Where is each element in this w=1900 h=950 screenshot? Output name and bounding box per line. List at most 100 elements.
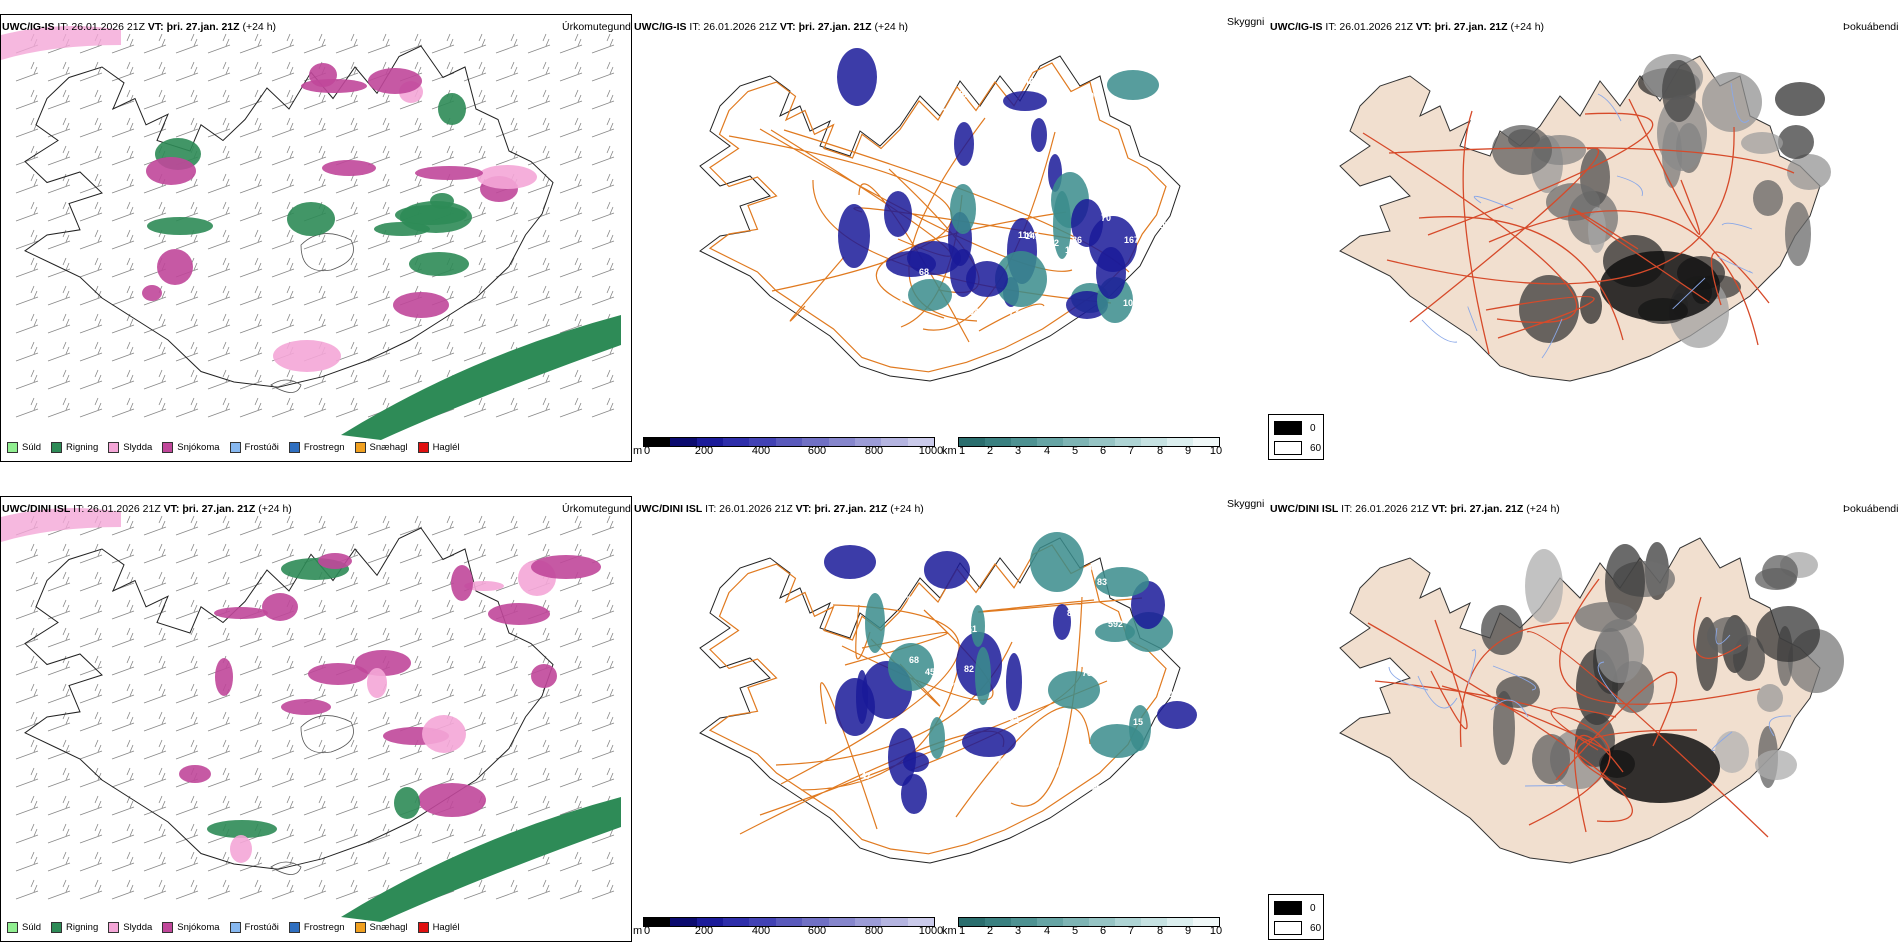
- wind-barb: [111, 823, 135, 844]
- wind-barb: [207, 257, 231, 278]
- wind-barb: [79, 795, 103, 816]
- wind-barb: [111, 627, 135, 648]
- wind-barb: [111, 655, 135, 676]
- low-cloud-area: [1090, 724, 1144, 758]
- wind-barb: [143, 655, 167, 676]
- colorbar-segment: [696, 918, 724, 926]
- cloud-base-label: 79: [906, 595, 917, 605]
- init-time: IT: 26.01.2026 21Z: [689, 21, 777, 33]
- wind-barb: [463, 285, 487, 306]
- wind-barb: [239, 739, 263, 760]
- wind-barb: [591, 89, 615, 110]
- wind-barb: [111, 767, 135, 788]
- precip-area: [393, 292, 449, 318]
- wind-barb: [207, 173, 231, 194]
- wind-barb: [143, 627, 167, 648]
- fog-area: [1532, 734, 1570, 784]
- wind-barb: [239, 879, 263, 900]
- cloud-base-colorbar-2: [643, 917, 935, 927]
- wind-barb: [15, 683, 39, 704]
- low-cloud-area: [1003, 91, 1047, 111]
- cloud-base-label: 81: [1092, 784, 1103, 794]
- wind-barb: [15, 117, 39, 138]
- wind-barb: [207, 571, 231, 592]
- wind-barb: [463, 739, 487, 760]
- low-cloud-area: [1107, 70, 1159, 100]
- wind-barb: [239, 33, 263, 54]
- colorbar-tick-label: 3: [1014, 445, 1022, 457]
- legend-label: Súld: [22, 922, 42, 933]
- wind-barb: [399, 683, 423, 704]
- wind-barb: [559, 711, 583, 732]
- precip-area: [215, 658, 233, 696]
- wind-barb: [591, 683, 615, 704]
- wind-barb: [175, 397, 199, 418]
- cloud-base-label: 610: [1158, 689, 1174, 699]
- rain-band: [341, 797, 621, 922]
- low-cloud-area: [901, 774, 927, 814]
- precip-area: [368, 68, 422, 94]
- legend-label: Súld: [22, 442, 42, 453]
- wind-barb: [367, 369, 391, 390]
- precip-area: [438, 93, 466, 125]
- wind-barb: [175, 879, 199, 900]
- wind-barb: [47, 599, 71, 620]
- fog-legend-item: 0: [1274, 421, 1316, 435]
- low-cloud-area: [954, 122, 974, 166]
- valid-time: þri. 27.jan. 21Z: [182, 503, 256, 515]
- wind-barb: [15, 61, 39, 82]
- cloud-base-label: 15: [1133, 717, 1144, 727]
- wind-barb: [367, 285, 391, 306]
- cloud-base-colorbar-1: [643, 437, 935, 447]
- cloud-base-label: 58: [998, 757, 1009, 767]
- wind-barb: [143, 571, 167, 592]
- wind-barb: [335, 201, 359, 222]
- low-cloud-area: [1006, 653, 1022, 711]
- legend-label: Snjókoma: [177, 922, 220, 933]
- wind-barb: [399, 369, 423, 390]
- wind-barb: [591, 145, 615, 166]
- low-cloud-area: [888, 643, 934, 691]
- visibility-colorbar-1: [958, 437, 1220, 447]
- wind-barb: [335, 117, 359, 138]
- wind-barb: [143, 201, 167, 222]
- wind-barb: [47, 201, 71, 222]
- fog-area: [1785, 202, 1811, 266]
- wind-barb: [15, 201, 39, 222]
- fog-area: [1525, 549, 1563, 623]
- colorbar-segment: [723, 918, 750, 926]
- wind-barb: [367, 515, 391, 536]
- colorbar-segment: [775, 918, 803, 926]
- wind-barb: [239, 229, 263, 250]
- wind-barb: [271, 397, 295, 418]
- wind-barb: [303, 313, 327, 334]
- precip-area: [207, 820, 277, 838]
- lead-time: (+24 h): [242, 21, 277, 33]
- colorbar-tick-label: 0: [643, 925, 651, 937]
- colorbar-segment: [1037, 438, 1063, 446]
- precip-legend-item: Slydda: [108, 922, 152, 933]
- low-cloud-area: [884, 191, 912, 237]
- cloud-base-unit-2: m: [633, 925, 643, 937]
- colorbar-segment: [1141, 438, 1167, 446]
- wind-barb: [463, 257, 487, 278]
- wind-barb: [399, 823, 423, 844]
- wind-barb: [15, 543, 39, 564]
- cloud-base-label: 83: [1097, 577, 1108, 587]
- wind-barb: [175, 683, 199, 704]
- wind-barb: [303, 851, 327, 872]
- wind-barb: [559, 795, 583, 816]
- precip-area: [214, 607, 268, 619]
- wind-barb: [47, 397, 71, 418]
- colorbar-segment: [1063, 438, 1089, 446]
- fog-area: [1492, 125, 1552, 175]
- wind-barb: [79, 61, 103, 82]
- precip-area: [418, 783, 486, 817]
- wind-barb: [207, 89, 231, 110]
- legend-swatch: [417, 922, 429, 933]
- wind-barb: [111, 285, 135, 306]
- legend-swatch: [229, 922, 241, 933]
- wind-barb: [175, 823, 199, 844]
- colorbar-segment: [1115, 918, 1141, 926]
- colorbar-segment: [854, 918, 882, 926]
